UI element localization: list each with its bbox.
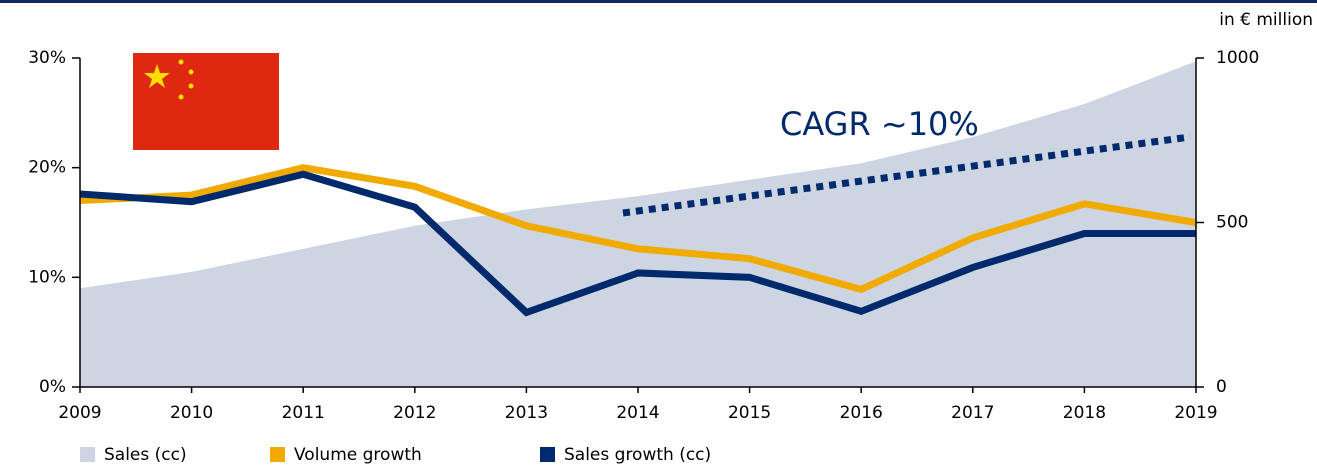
line xyxy=(79,164,1197,294)
y2-tick-label: 500 xyxy=(1216,213,1248,233)
y-tick-label: 30% xyxy=(28,48,66,68)
annotation: CAGR ~10% xyxy=(780,105,979,143)
area xyxy=(80,61,1196,387)
x-tick-label: 2011 xyxy=(282,403,325,423)
x-tick-label: 2010 xyxy=(170,403,213,423)
flag xyxy=(133,53,279,150)
legend-swatch xyxy=(80,447,95,462)
x-tick-label: 2014 xyxy=(616,403,659,423)
x-tick-label: 2018 xyxy=(1063,403,1106,423)
flag-star xyxy=(144,64,170,88)
x-tick-label: 2013 xyxy=(505,403,548,423)
x-tick-label: 2015 xyxy=(728,403,771,423)
x-tick-label: 2019 xyxy=(1174,403,1217,423)
x-tick-label: 2017 xyxy=(951,403,994,423)
legend-swatch xyxy=(270,447,285,462)
legend-swatch xyxy=(540,447,555,462)
plot xyxy=(79,61,1197,387)
flag-star xyxy=(178,59,184,65)
x-tick-label: 2016 xyxy=(840,403,883,423)
y2-tick-label: 0 xyxy=(1216,377,1227,397)
legend-label: Volume growth xyxy=(294,445,422,465)
y-tick-label: 0% xyxy=(39,377,66,397)
flag-star xyxy=(188,69,194,75)
y2-tick-label: 1000 xyxy=(1216,48,1259,68)
y-tick-label: 10% xyxy=(28,267,66,287)
legend-label: Sales growth (cc) xyxy=(564,445,711,465)
trend-line xyxy=(622,133,1191,217)
top-border xyxy=(0,0,1317,3)
y-tick-label: 20% xyxy=(28,158,66,178)
legend-label: Sales (cc) xyxy=(104,445,187,465)
line xyxy=(79,170,1196,317)
flag-star xyxy=(188,83,194,89)
x-tick-label: 2012 xyxy=(393,403,436,423)
x-tick-label: 2009 xyxy=(58,403,101,423)
flag-star xyxy=(178,94,184,100)
y2-axis-label: in € million xyxy=(1219,10,1313,30)
